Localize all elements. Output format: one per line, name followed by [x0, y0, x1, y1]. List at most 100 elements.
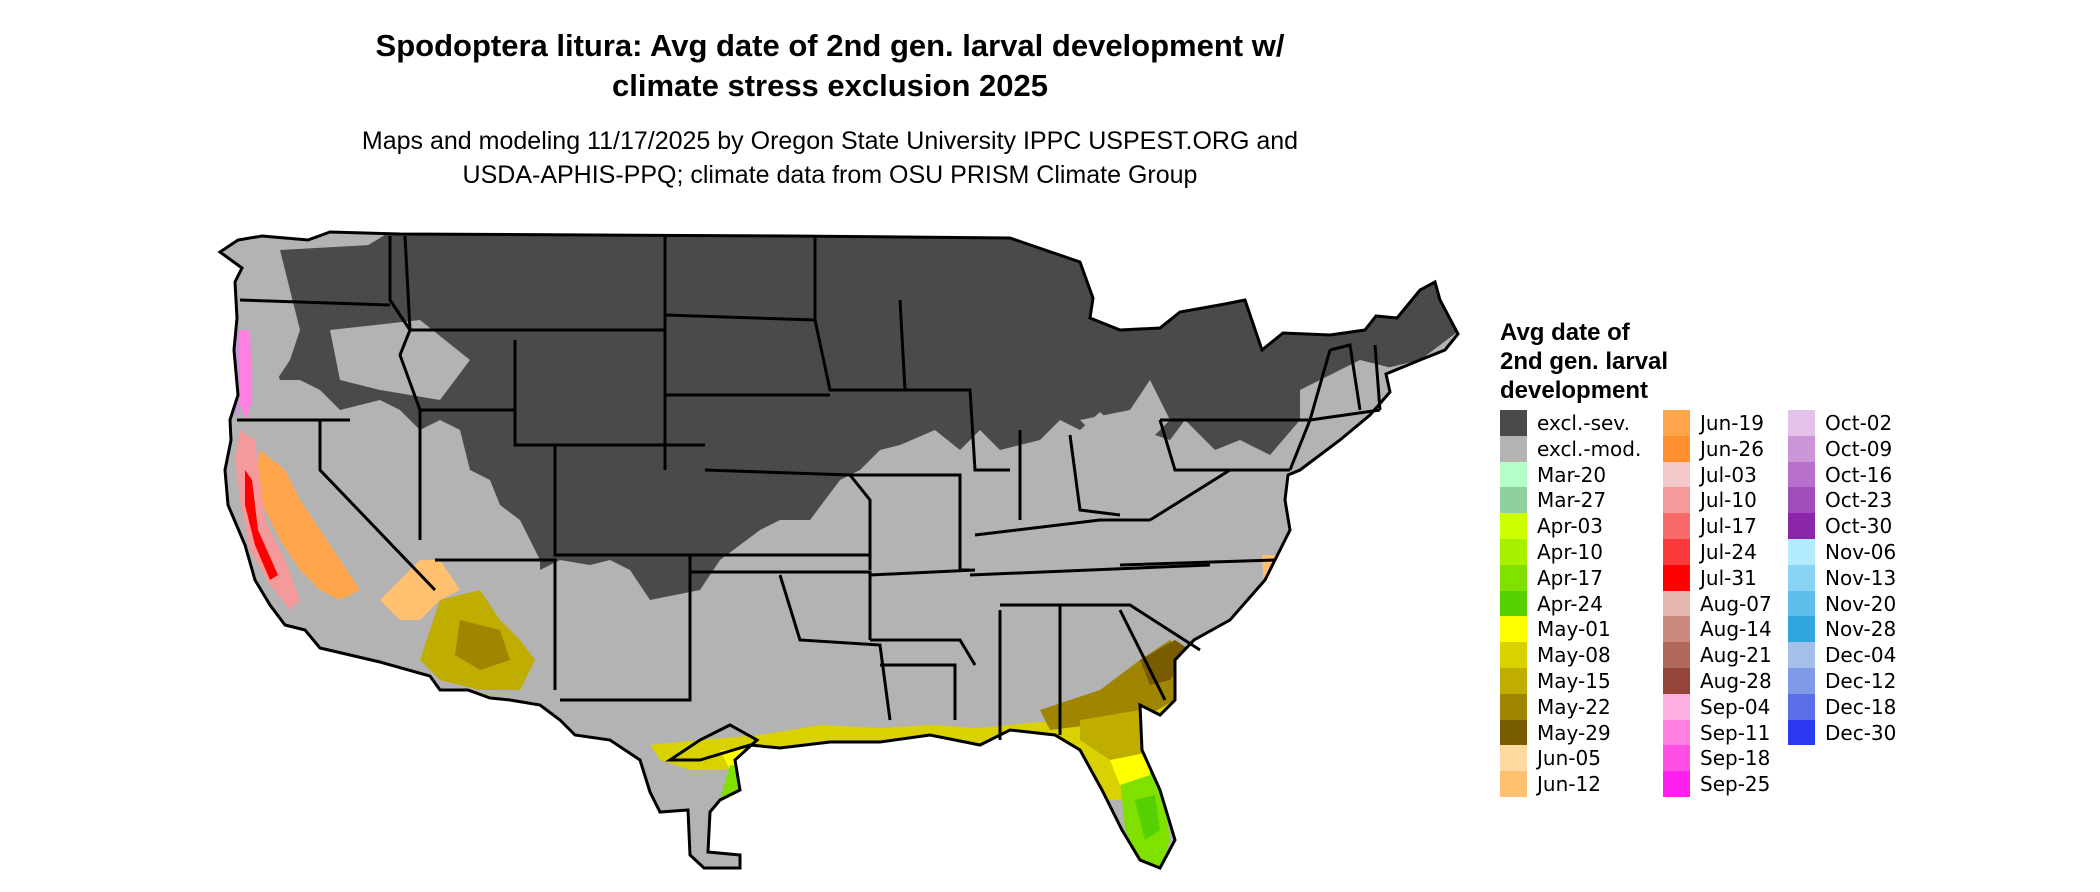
- state-line-ms-al: [998, 603, 1062, 740]
- legend-label: Aug-07: [1700, 591, 1772, 616]
- legend-label: May-22: [1537, 694, 1611, 719]
- legend-swatch: [1663, 538, 1690, 565]
- legend-swatch: [1663, 693, 1690, 720]
- legend-label: Mar-20: [1537, 462, 1607, 487]
- legend-label: Jun-12: [1537, 772, 1601, 797]
- legend-swatch: [1663, 771, 1690, 797]
- legend-label: Jul-17: [1700, 514, 1757, 539]
- state-line-ne-ks: [704, 468, 872, 570]
- region-moderate-pacific: [240, 250, 300, 400]
- legend-title-line-1: Avg date of: [1500, 319, 1630, 346]
- region-may-texas-edge: [790, 760, 830, 790]
- state-line-wa-or: [239, 298, 391, 307]
- legend-swatch: [1788, 564, 1815, 591]
- state-line-tx: [778, 574, 892, 721]
- map-title-line-1: Spodoptera litura: Avg date of 2nd gen. …: [375, 28, 1285, 63]
- legend-label: Nov-20: [1825, 591, 1897, 616]
- legend-swatch: [1663, 667, 1690, 694]
- legend-label: Jun-19: [1700, 411, 1764, 435]
- legend-title: Avg date of 2nd gen. larval development: [1500, 318, 1760, 405]
- legend-label: Nov-13: [1825, 565, 1897, 590]
- legend-swatch: [1788, 590, 1815, 617]
- region-sep-pacific: [238, 330, 252, 420]
- state-line-mo-ar: [850, 473, 976, 577]
- legend-label: Jul-03: [1700, 462, 1757, 487]
- state-line-dakotas: [663, 236, 830, 470]
- state-line-ar-la: [870, 638, 977, 720]
- legend-label: Dec-30: [1825, 720, 1897, 745]
- legend-label: excl.-sev.: [1537, 411, 1630, 435]
- state-line-tn-ky: [969, 518, 1211, 577]
- legend-label: Dec-18: [1825, 694, 1897, 719]
- legend-swatch: [1500, 771, 1527, 797]
- legend-swatch: [1663, 590, 1690, 617]
- map-title-line-2: climate stress exclusion 2025: [612, 68, 1048, 103]
- region-apr-texas-inner: [750, 785, 775, 815]
- legend-label: Jul-24: [1700, 539, 1757, 564]
- legend-swatch: [1788, 719, 1815, 746]
- region-jun-southwest: [380, 560, 460, 620]
- legend-label: Oct-30: [1825, 514, 1893, 539]
- region-may-southwest-dark: [455, 620, 510, 670]
- legend-label: Oct-09: [1825, 436, 1893, 461]
- legend-swatch: [1500, 667, 1527, 694]
- legend-label: excl.-mod.: [1537, 436, 1642, 461]
- legend-swatch: [1788, 513, 1815, 539]
- legend-label: Sep-04: [1700, 694, 1771, 719]
- legend-swatch: [1663, 513, 1690, 539]
- legend-swatch: [1500, 513, 1527, 539]
- legend-label: Aug-21: [1700, 643, 1772, 668]
- legend-swatch: [1500, 564, 1527, 591]
- legend-swatch: [1663, 410, 1690, 436]
- legend-label: Oct-02: [1825, 411, 1893, 435]
- legend-label: Nov-28: [1825, 617, 1897, 642]
- legend-label: May-29: [1537, 720, 1611, 745]
- state-line-az: [435, 558, 557, 690]
- state-line-in-oh: [1018, 430, 1121, 520]
- legend-swatch: [1500, 461, 1527, 488]
- legend-swatch: [1500, 719, 1527, 746]
- legend-swatch: [1663, 642, 1690, 668]
- region-jun-california: [255, 450, 360, 600]
- legend-swatch: [1788, 410, 1815, 436]
- map-subtitle-line-2: USDA-APHIS-PPQ; climate data from OSU PR…: [462, 161, 1198, 189]
- region-moderate-coastne: [1300, 360, 1400, 450]
- legend-swatch: [1500, 642, 1527, 668]
- legend-swatch: [1500, 745, 1527, 772]
- legend-swatch: [1788, 461, 1815, 488]
- legend-title-line-2: 2nd gen. larval: [1500, 348, 1669, 375]
- legend-label: Aug-14: [1700, 617, 1772, 642]
- legend-label: Jul-10: [1700, 488, 1757, 513]
- legend-title-line-3: development: [1500, 377, 1649, 404]
- legend-swatch: [1788, 667, 1815, 694]
- legend-swatch: [1500, 590, 1527, 617]
- state-line-ca-nv: [318, 420, 437, 592]
- legend-label: Sep-11: [1700, 720, 1771, 745]
- legend-swatch: [1663, 616, 1690, 643]
- state-line-wi-il: [898, 299, 1010, 472]
- legend-label: Mar-27: [1537, 488, 1607, 513]
- legend-swatch: [1663, 487, 1690, 514]
- legend-label: May-01: [1537, 617, 1611, 642]
- state-line-mn-ia: [813, 236, 920, 392]
- region-moderate-michigan: [1080, 380, 1170, 440]
- legend-swatch: [1500, 487, 1527, 514]
- state-line-nm: [555, 553, 692, 702]
- region-jul-california: [235, 430, 300, 610]
- legend-label: Aug-28: [1700, 668, 1772, 693]
- legend-swatch: [1788, 487, 1815, 514]
- region-moderate-snake: [330, 320, 470, 400]
- legend-label: Dec-12: [1825, 668, 1897, 693]
- legend-label: Jul-31: [1700, 565, 1757, 590]
- legend-label: Oct-16: [1825, 462, 1893, 487]
- legend-label: Apr-03: [1537, 514, 1603, 539]
- state-borders: [218, 230, 1460, 870]
- legend-swatch: [1500, 538, 1527, 565]
- legend-label: Apr-17: [1537, 565, 1603, 590]
- state-line-ga-sc: [1060, 603, 1201, 701]
- legend-label: Sep-18: [1700, 746, 1771, 771]
- legend-swatch: [1788, 642, 1815, 668]
- map-subtitle: Maps and modeling 11/17/2025 by Oregon S…: [280, 124, 1380, 192]
- legend-label: May-15: [1537, 668, 1611, 693]
